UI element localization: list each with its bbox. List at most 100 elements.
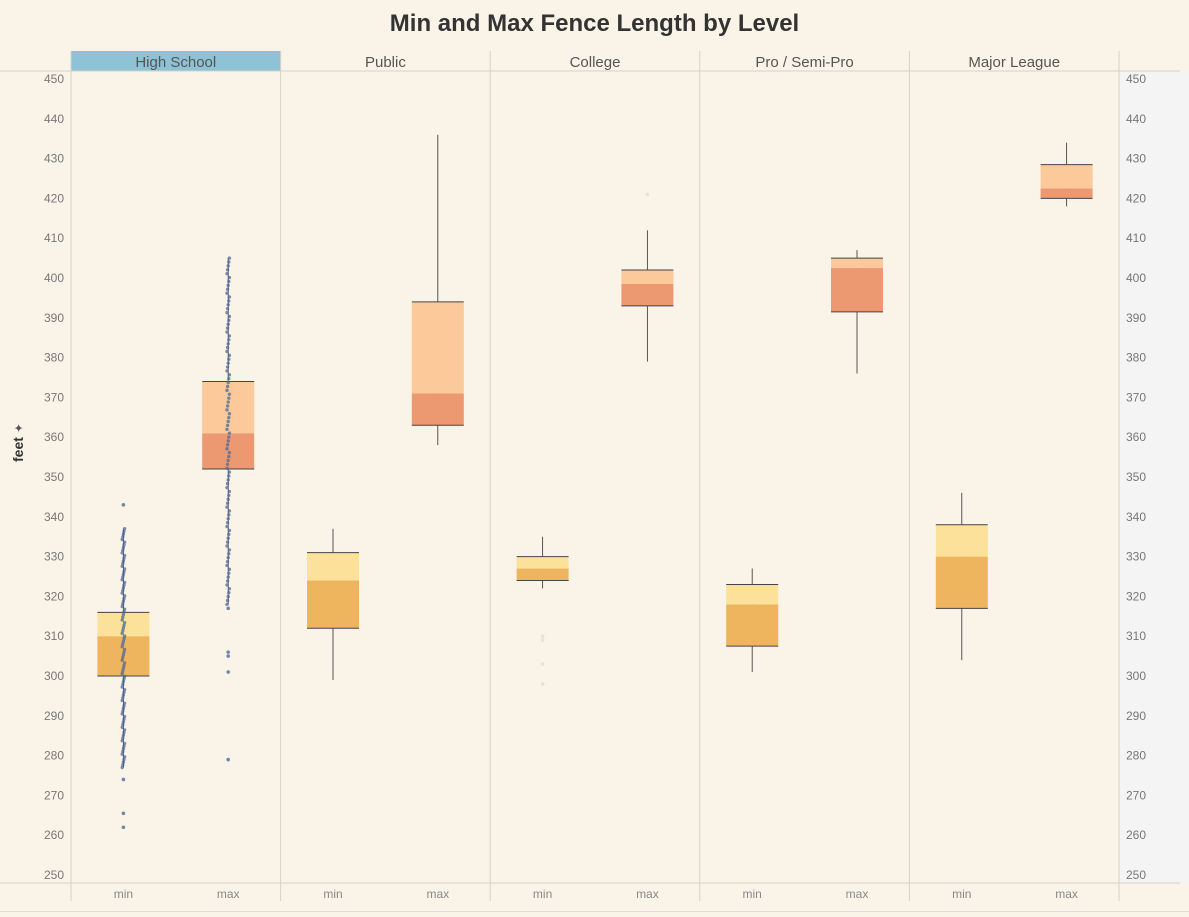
data-point [120, 551, 124, 555]
data-point [122, 567, 127, 571]
data-point [225, 427, 229, 431]
category-label: min [323, 887, 342, 901]
data-point [227, 415, 231, 420]
data-point [121, 733, 126, 738]
data-point [120, 671, 124, 676]
data-point [122, 728, 127, 732]
data-point [227, 571, 231, 575]
data-point [122, 755, 127, 759]
category-label: max [217, 887, 240, 901]
data-point [226, 439, 230, 443]
box-lower-half [1040, 188, 1093, 199]
data-point [122, 607, 127, 611]
outlier-point [540, 682, 545, 686]
box-upper-half [726, 584, 779, 605]
data-point [121, 666, 126, 670]
category-labels: min max min max min max min max min max [114, 887, 1078, 901]
data-point [120, 564, 124, 569]
data-point [120, 591, 124, 595]
data-point [120, 739, 124, 743]
data-point [225, 447, 229, 451]
data-point [227, 489, 232, 494]
data-point [227, 373, 232, 377]
right-gutter [1119, 71, 1189, 883]
category-label: min [952, 887, 971, 901]
data-point [227, 509, 232, 513]
data-point [121, 559, 126, 563]
y-tick-label: 450 [44, 72, 64, 86]
data-point [225, 326, 230, 330]
panel-header-label: College [570, 54, 621, 71]
data-point [120, 712, 124, 716]
y-tick-label-right: 290 [1126, 709, 1146, 723]
y-tick-label-right: 410 [1126, 231, 1146, 245]
data-point [226, 400, 230, 404]
y-tick-label: 330 [44, 550, 64, 564]
data-point [122, 543, 126, 547]
data-point [225, 505, 229, 509]
y-tick-label-right: 280 [1126, 749, 1146, 763]
box-lower-half [831, 268, 883, 312]
data-point [227, 357, 231, 361]
outlier-point [121, 503, 126, 507]
outlier-point [226, 606, 230, 611]
data-point [227, 431, 232, 435]
data-point [122, 757, 126, 762]
data-point [122, 596, 126, 601]
data-point [225, 404, 230, 408]
y-tick-label: 410 [44, 231, 64, 245]
y-tick-label-right: 300 [1126, 669, 1146, 683]
data-point [225, 443, 230, 447]
y-tick-label-right: 350 [1126, 470, 1146, 484]
outlier-point [540, 662, 545, 666]
data-point [122, 527, 127, 531]
y-tick-label-right: 320 [1126, 589, 1146, 603]
data-point [120, 631, 124, 636]
data-point [225, 583, 229, 587]
box-upper-half [935, 524, 988, 557]
boxes [97, 134, 1093, 830]
y-tick-label-right: 340 [1126, 510, 1146, 524]
data-point [121, 628, 125, 633]
data-point [121, 575, 125, 579]
data-point [122, 529, 126, 534]
data-point [227, 338, 231, 342]
category-label: max [1055, 887, 1078, 901]
data-point [227, 587, 232, 591]
data-point [122, 569, 126, 574]
data-point [120, 685, 124, 689]
data-point [122, 634, 127, 638]
data-point [122, 688, 127, 692]
y-tick-label: 380 [44, 351, 64, 365]
y-tick-label-right: 370 [1126, 390, 1146, 404]
data-point [120, 725, 124, 729]
data-point [225, 602, 229, 607]
y-tick-label-right: 440 [1126, 112, 1146, 126]
y-tick-label: 390 [44, 311, 64, 325]
data-point [120, 645, 124, 649]
data-point [225, 423, 230, 428]
data-point [121, 612, 126, 617]
data-point [227, 279, 231, 284]
data-point [121, 679, 126, 684]
data-point [226, 575, 230, 579]
data-point [122, 583, 126, 587]
data-point [225, 485, 229, 490]
data-point [225, 524, 229, 529]
bottom-rule [0, 911, 1189, 912]
data-point [121, 720, 126, 724]
outlier-point [226, 650, 230, 654]
y-tick-label-right: 390 [1126, 311, 1146, 325]
y-tick-label: 300 [44, 669, 64, 683]
data-point [121, 722, 125, 727]
data-point [227, 299, 231, 303]
data-point [122, 744, 126, 748]
data-point [225, 388, 229, 393]
y-tick-label: 340 [44, 510, 64, 524]
data-point [225, 579, 230, 583]
data-point [227, 552, 231, 556]
data-point [121, 602, 125, 606]
data-point [121, 561, 125, 566]
data-point [227, 474, 231, 478]
data-point [226, 458, 230, 463]
